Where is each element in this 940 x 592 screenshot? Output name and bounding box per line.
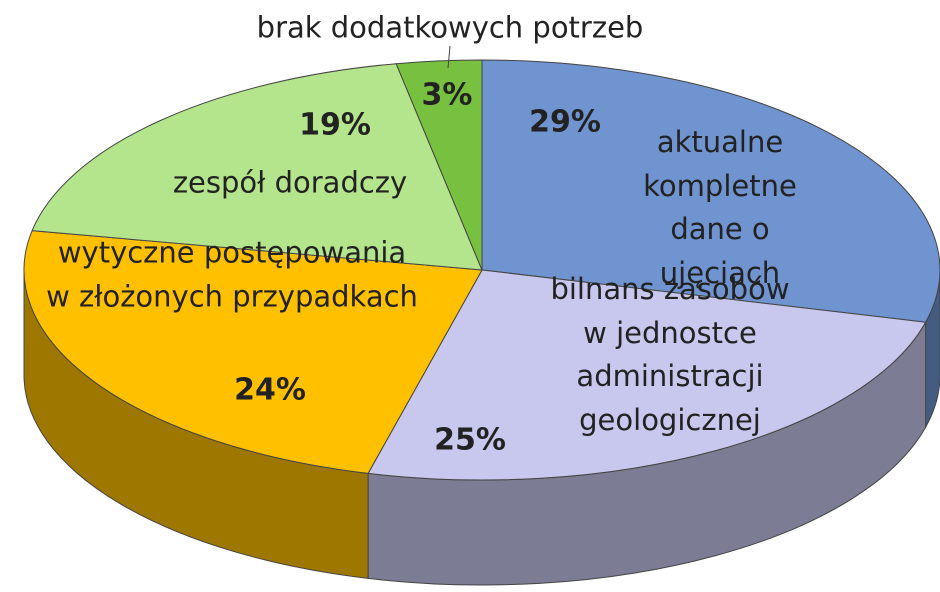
value-label: 29% <box>529 104 601 140</box>
slice <box>367 269 927 481</box>
slice <box>23 230 483 474</box>
leader-line <box>447 45 451 69</box>
value-label: 3% <box>421 77 473 113</box>
category-label: bilnans zasobów w jednostce administracj… <box>550 272 790 437</box>
category-label: brak dodatkowych potrzeb <box>256 10 644 45</box>
value-label: 24% <box>234 372 306 408</box>
slice <box>31 63 483 271</box>
category-label: zespół doradczy <box>172 165 408 200</box>
category-label: wytyczne postępowania w złożonych przypa… <box>46 235 418 314</box>
value-label: 25% <box>434 422 506 458</box>
slice <box>395 59 483 271</box>
value-label: 19% <box>299 107 371 143</box>
category-label: aktualne kompletne dane o ujęciach <box>643 125 797 290</box>
